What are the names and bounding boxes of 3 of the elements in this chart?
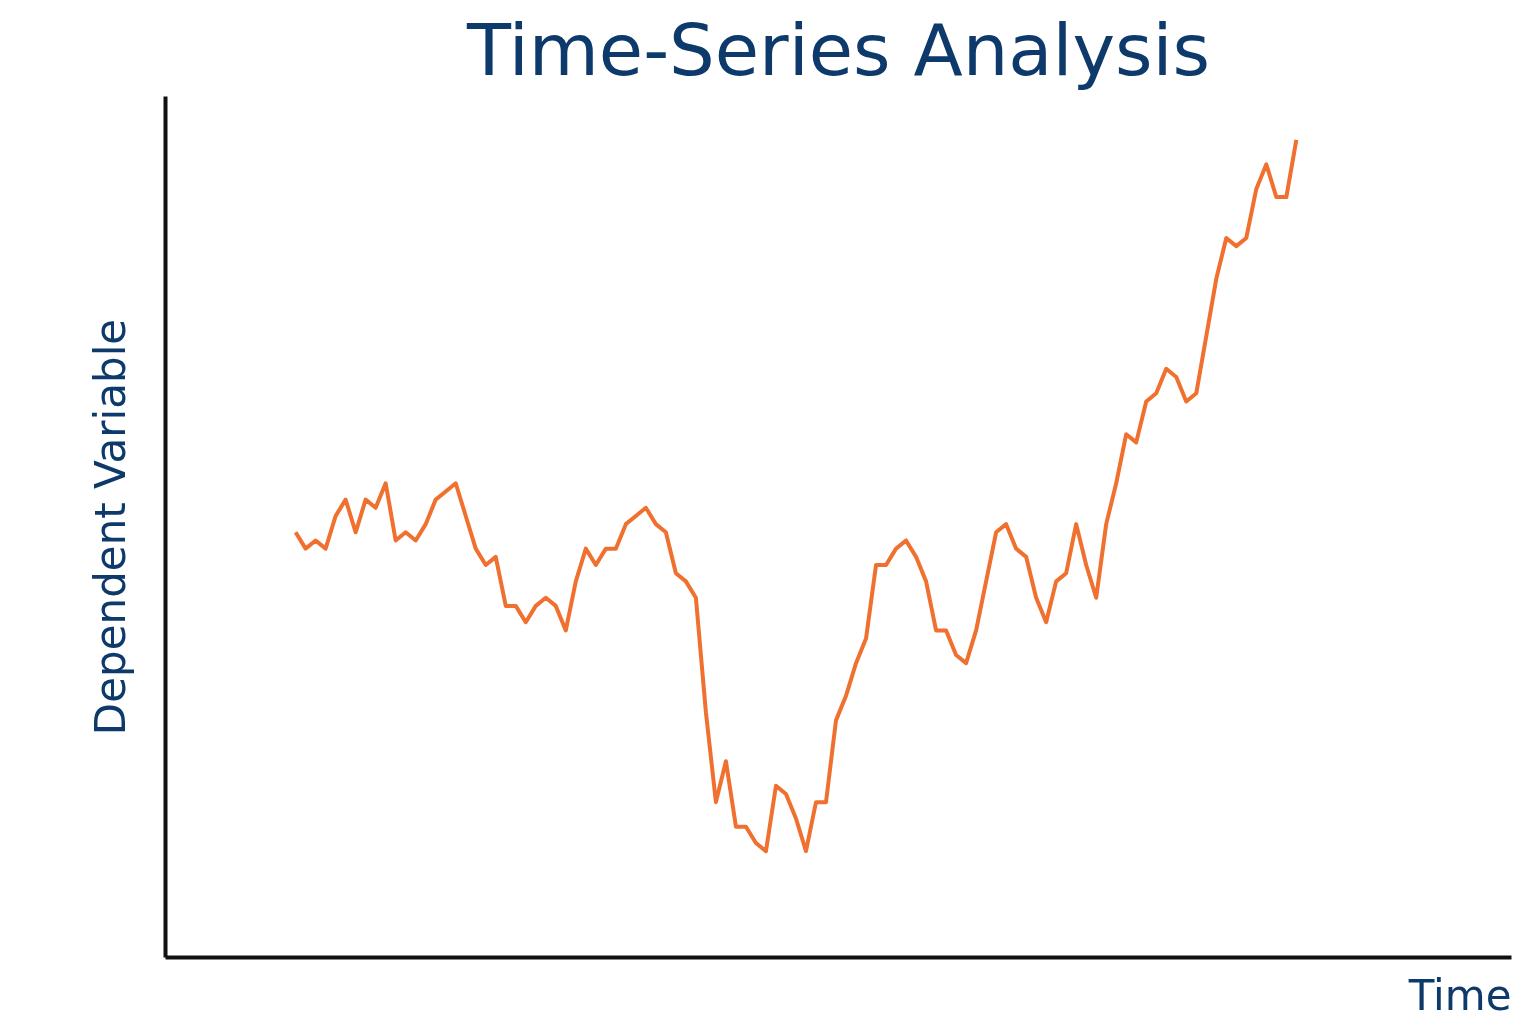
- chart-title: Time-Series Analysis: [465, 7, 1211, 92]
- x-axis-title: Time: [1407, 970, 1512, 1020]
- y-axis-title: Dependent Variable: [85, 318, 135, 736]
